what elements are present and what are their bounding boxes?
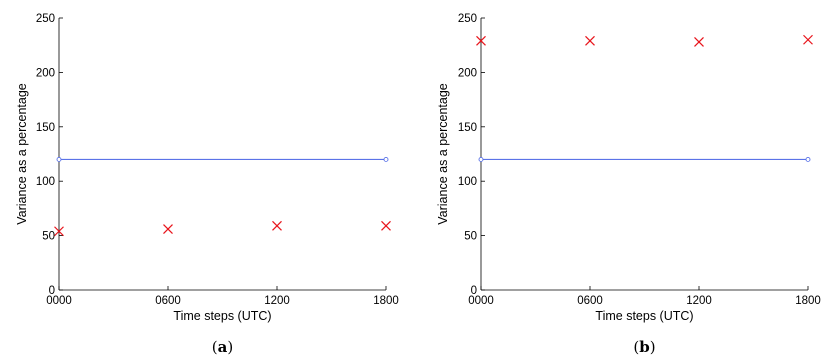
x-tick-label: 1200	[264, 295, 290, 307]
reference-line-marker	[478, 156, 484, 162]
chart-panel-b: 0 50 100 150 200 250 0000 0600 1200 1800 Time step…	[436, 13, 821, 356]
panel-label-paren-close: )	[227, 338, 233, 356]
panel-label-letter: b	[639, 338, 650, 356]
x-marker-stroke	[381, 220, 391, 231]
x-tick-label: 0000	[468, 295, 494, 307]
x-tick-label: 1800	[795, 295, 821, 307]
data-point-x-marker	[272, 220, 282, 231]
data-point-x-marker	[694, 37, 704, 47]
x-marker-stroke	[585, 35, 595, 46]
x-marker-stroke	[272, 220, 282, 231]
reference-line-marker	[805, 156, 811, 162]
y-tick-label: 150	[458, 122, 477, 134]
data-point-x-marker	[381, 220, 391, 231]
y-tick-label: 100	[36, 176, 55, 188]
y-tick-label: 250	[458, 13, 477, 25]
y-tick-label: 200	[458, 67, 477, 79]
data-point-x-marker	[163, 224, 173, 234]
data-point-x-marker	[803, 34, 813, 45]
x-axis-label: Time steps (UTC)	[595, 309, 693, 323]
y-tick-label: 50	[42, 231, 55, 243]
y-tick-label: 50	[464, 231, 477, 243]
y-axis-label: Variance as a percentage	[436, 83, 450, 225]
y-tick-label: 250	[36, 13, 55, 25]
y-tick-label: 200	[36, 67, 55, 79]
panel-label-paren-open: (	[212, 338, 218, 356]
chart-panel-a: 0 50 100 150 200 250 0000 0600 1200 1800 Time step…	[15, 13, 399, 356]
x-tick-label: 0600	[577, 295, 603, 307]
y-tick-label: 0	[49, 285, 55, 297]
panel-label-paren-open: (	[633, 338, 639, 356]
x-tick-label: 1800	[373, 295, 399, 307]
reference-line-marker	[56, 156, 62, 162]
x-marker-stroke	[54, 226, 64, 237]
x-marker-stroke	[803, 34, 813, 45]
y-tick-label: 150	[36, 122, 55, 134]
x-tick-label: 0000	[46, 295, 72, 307]
x-axis-label: Time steps (UTC)	[173, 309, 271, 323]
data-point-x-marker	[54, 226, 64, 237]
y-axis-label: Variance as a percentage	[15, 83, 29, 225]
y-tick-label: 100	[458, 176, 477, 188]
x-marker-stroke	[476, 35, 486, 46]
panel-label: (b)	[633, 338, 655, 356]
panel-label-paren-close: )	[650, 338, 656, 356]
x-tick-label: 0600	[155, 295, 181, 307]
panel-label: (a)	[212, 338, 233, 356]
data-point-x-marker	[585, 35, 595, 46]
y-tick-label: 0	[471, 285, 477, 297]
reference-line-marker	[383, 156, 389, 162]
panel-label-letter: a	[218, 338, 228, 356]
x-marker-stroke	[694, 37, 704, 47]
x-marker-stroke	[163, 224, 173, 234]
x-tick-label: 1200	[686, 295, 712, 307]
data-point-x-marker	[476, 35, 486, 46]
